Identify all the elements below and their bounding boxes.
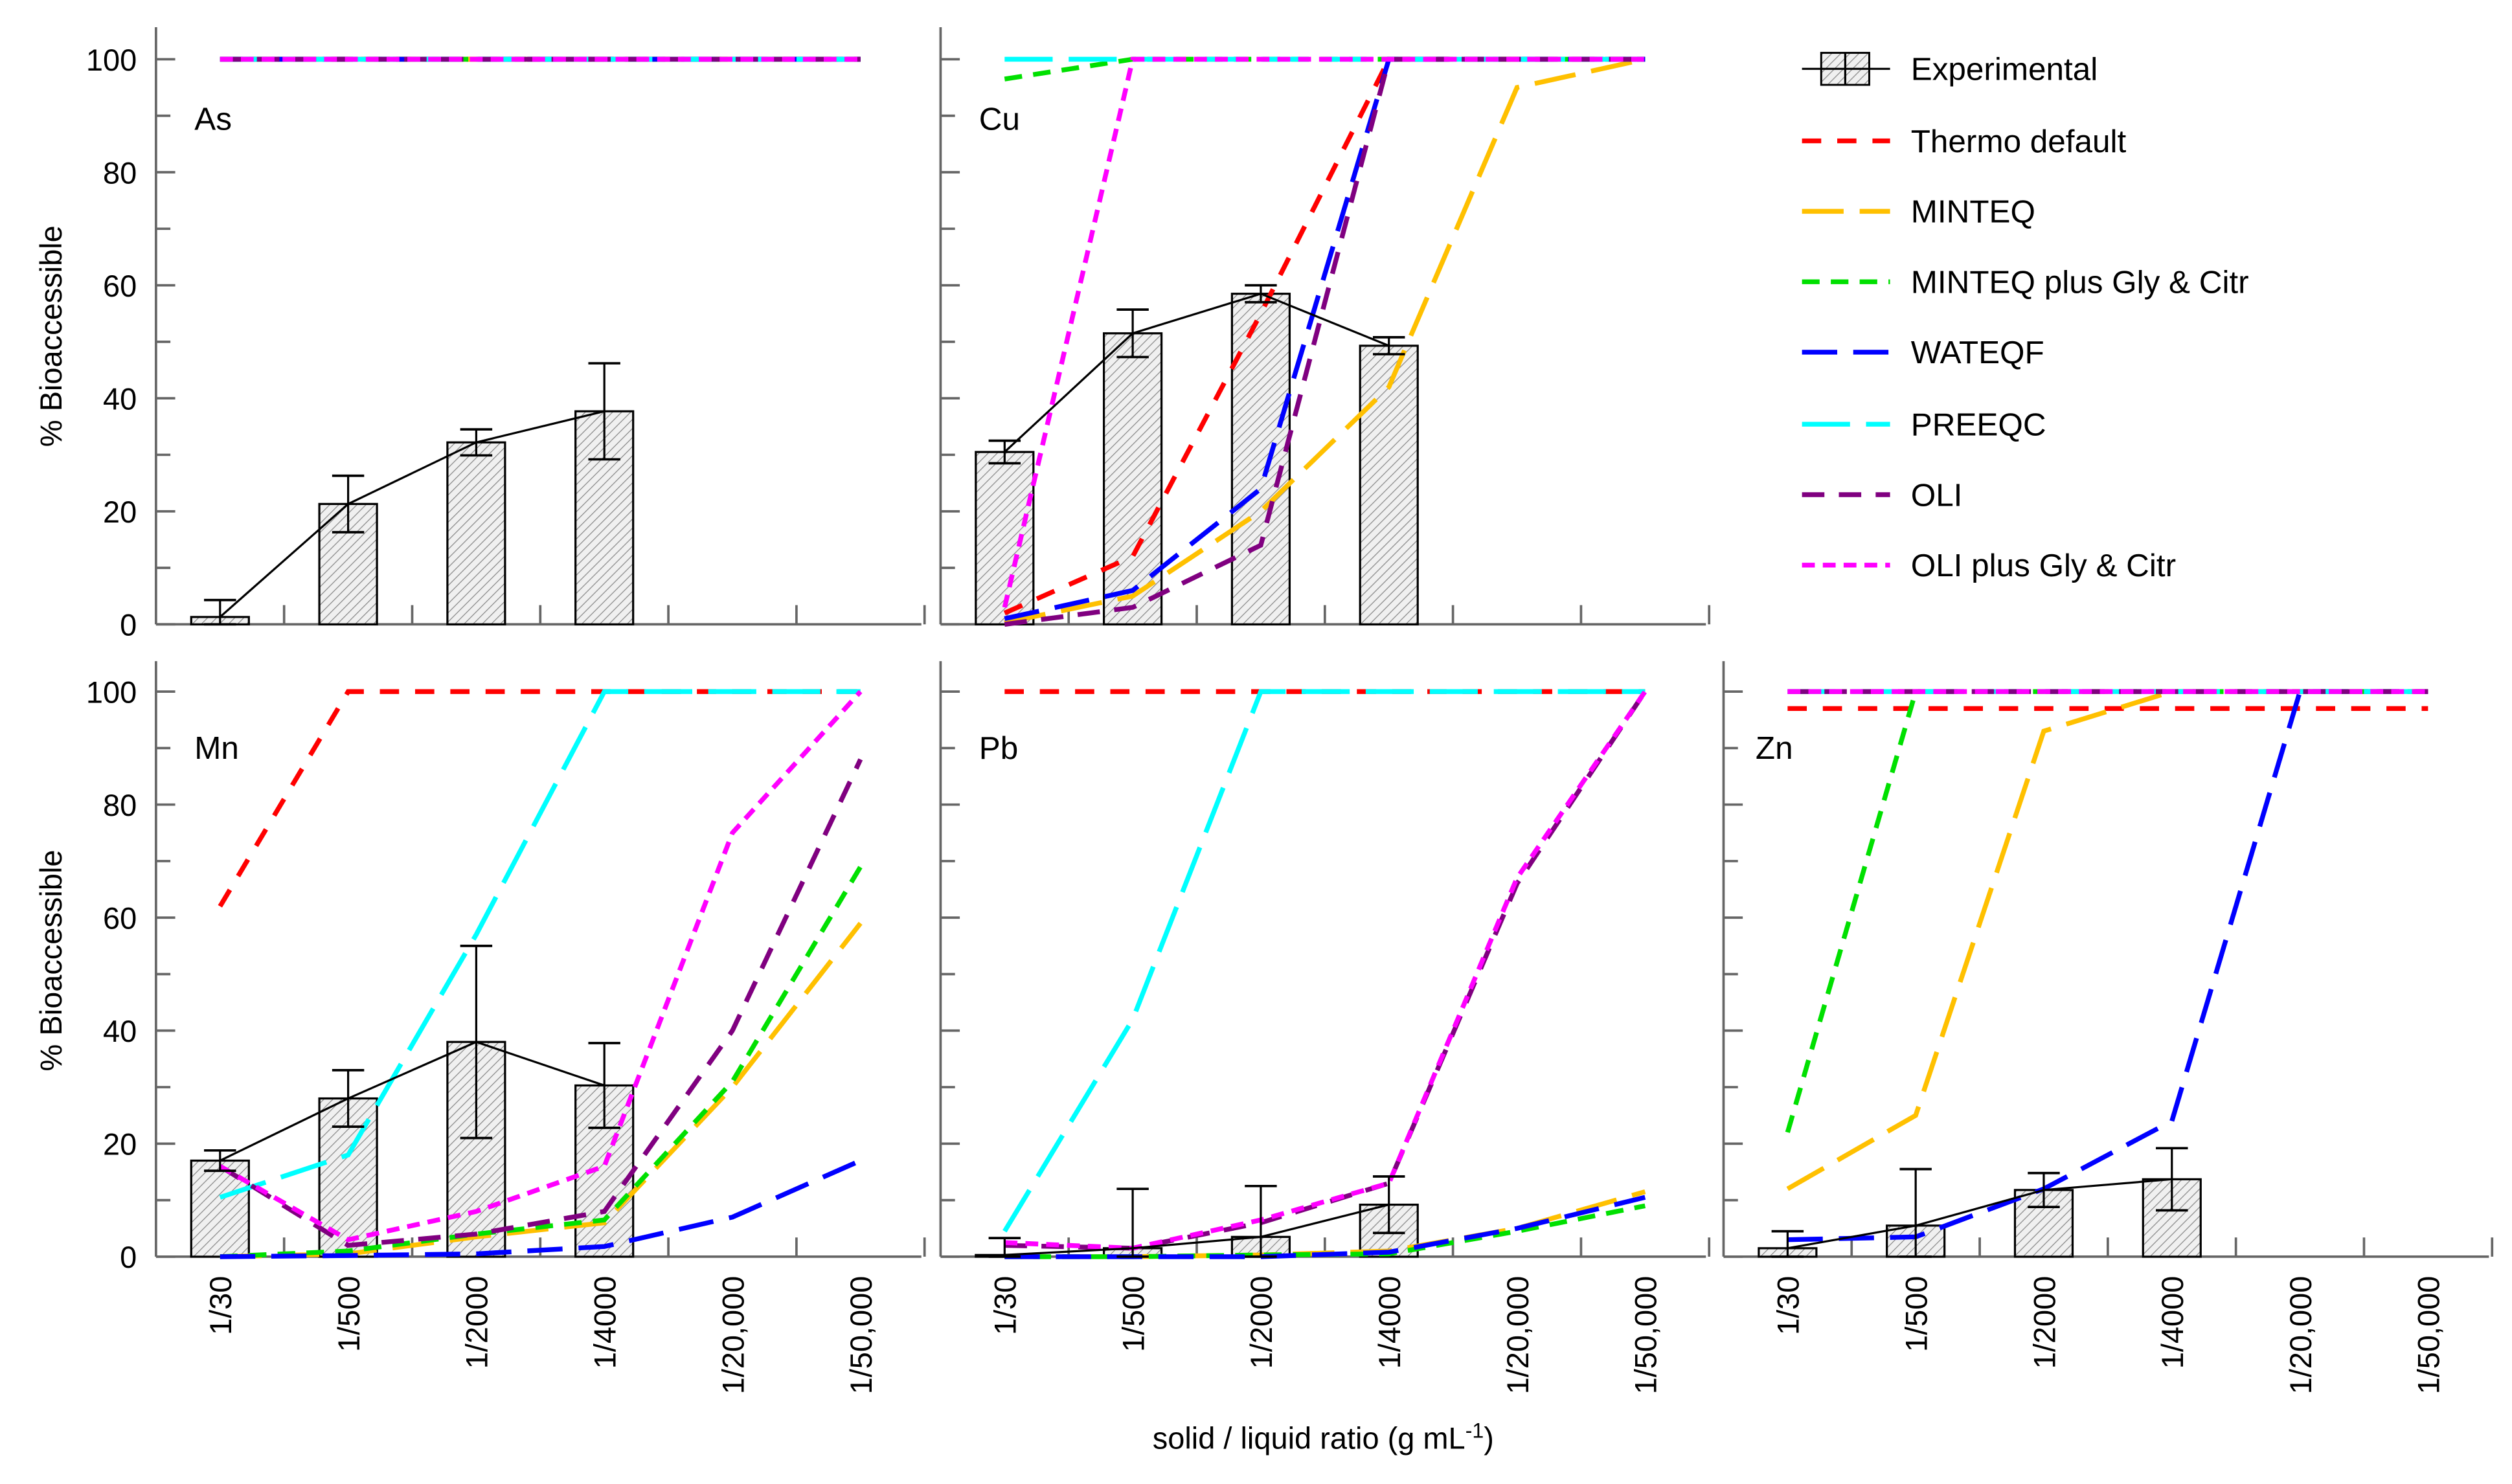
y-tick-label: 100 xyxy=(86,675,137,709)
x-tick-label: 1/2000 xyxy=(1244,1276,1278,1369)
series-line-minteq xyxy=(1004,56,1646,625)
x-tick-label: 1/50,000 xyxy=(844,1276,878,1395)
x-tick-label: 1/2000 xyxy=(460,1276,494,1369)
y-tick-label: 40 xyxy=(103,381,137,416)
experimental-line xyxy=(220,1040,605,1162)
panel-label: Cu xyxy=(979,101,1020,137)
x-tick-label: 1/20,000 xyxy=(2283,1276,2318,1395)
legend-label: Experimental xyxy=(1911,52,2098,87)
series-line-thermo xyxy=(1003,56,1646,616)
x-tick-label: 1/4000 xyxy=(588,1276,622,1369)
legend-item-oli_gc: OLI plus Gly & Citr xyxy=(1802,548,2176,583)
x-tick-label: 1/30 xyxy=(1771,1276,1805,1335)
panel-label: As xyxy=(194,101,232,137)
panel-cu: Cu xyxy=(939,27,1711,627)
panel-label: Pb xyxy=(979,730,1018,766)
legend-label: WATEQF xyxy=(1911,335,2044,370)
x-tick-label: 1/20,000 xyxy=(1500,1276,1535,1395)
y-tick-label: 40 xyxy=(103,1014,137,1048)
experimental-bar xyxy=(975,451,1035,625)
series-line-wateqf xyxy=(1004,1195,1646,1259)
y-tick-label: 60 xyxy=(103,901,137,936)
series-line-minteq xyxy=(220,921,863,1259)
experimental-line xyxy=(1004,292,1390,453)
y-tick-label: 80 xyxy=(103,155,137,190)
x-tick-label: 1/500 xyxy=(1116,1276,1150,1353)
x-tick-label: 1/30 xyxy=(203,1276,238,1335)
legend-label: MINTEQ xyxy=(1911,194,2035,230)
x-tick-label: 1/2000 xyxy=(2027,1276,2061,1369)
experimental-bar xyxy=(1230,293,1291,625)
x-axis-title: solid / liquid ratio (g mL-1) xyxy=(1153,1419,1494,1455)
experimental-line xyxy=(1004,1204,1390,1256)
panel-as: 0 20 40 60 80 100 As xyxy=(86,27,926,642)
series-line-wateqf xyxy=(220,1158,862,1259)
legend: Experimental Thermo default MINTEQ MINTEQ p… xyxy=(1802,52,2249,583)
y-axis-title: % Bioaccessible xyxy=(34,849,68,1071)
y-axis-title: % Bioaccessible xyxy=(34,225,68,447)
x-tick-label: 1/20,000 xyxy=(716,1276,750,1395)
panel-label: Zn xyxy=(1756,730,1793,766)
y-tick-label: 0 xyxy=(120,1240,137,1274)
series-line-preeqc xyxy=(219,689,861,1200)
series-line-minteq_gc xyxy=(1785,689,2428,1133)
legend-label: Thermo default xyxy=(1911,124,2127,159)
legend-item-minteq_gc: MINTEQ plus Gly & Citr xyxy=(1802,264,2249,300)
panel-label: Mn xyxy=(194,730,239,766)
y-tick-label: 80 xyxy=(103,788,137,822)
series-line-oli_gc xyxy=(218,690,863,1242)
series-line-oli_gc xyxy=(1002,56,1646,608)
y-tick-label: 0 xyxy=(120,608,137,642)
legend-item-minteq: MINTEQ xyxy=(1802,194,2035,230)
x-tick-label: 1/500 xyxy=(332,1276,366,1353)
legend-label: OLI xyxy=(1911,477,1963,513)
legend-item-oli: OLI xyxy=(1802,477,1963,513)
x-tick-label: 1/50,000 xyxy=(1629,1276,1663,1395)
series-line-oli xyxy=(1004,690,1647,1251)
series-line-oli_gc xyxy=(1004,690,1647,1251)
panel-mn: 0 20 40 60 80 100 1/30 1/500 1/2000 1/4000 1/20,00… xyxy=(86,661,926,1395)
legend-item-preeqc: PREEQC xyxy=(1802,407,2046,443)
experimental-bar xyxy=(446,441,506,625)
y-tick-label: 60 xyxy=(103,269,137,303)
y-tick-label: 20 xyxy=(103,495,137,529)
y-tick-label: 20 xyxy=(103,1127,137,1162)
x-tick-label: 1/4000 xyxy=(2155,1276,2190,1369)
legend-item-wateqf: WATEQF xyxy=(1802,335,2044,370)
legend-label: PREEQC xyxy=(1911,407,2046,443)
experimental-bar xyxy=(1359,344,1419,625)
series-line-minteq_gc xyxy=(220,865,863,1259)
legend-label: MINTEQ plus Gly & Citr xyxy=(1911,264,2249,300)
legend-item-thermo: Thermo default xyxy=(1802,124,2127,159)
series-line-wateqf xyxy=(1787,689,2428,1242)
panel-zn: 1/30 1/500 1/2000 1/4000 1/20,000 1/50,000 Zn xyxy=(1722,661,2494,1395)
series-line-wateqf xyxy=(1004,56,1646,622)
x-tick-label: 1/500 xyxy=(1899,1276,1933,1353)
series-line-minteq xyxy=(1786,689,2428,1191)
series-line-oli xyxy=(218,758,863,1248)
x-tick-label: 1/4000 xyxy=(1372,1276,1407,1369)
experimental-line xyxy=(219,410,605,618)
panel-pb: 1/30 1/500 1/2000 1/4000 1/20,000 1/50,000 Pb xyxy=(939,661,1711,1395)
series-line-oli xyxy=(1004,56,1646,627)
x-tick-label: 1/50,000 xyxy=(2412,1276,2446,1395)
x-tick-label: 1/30 xyxy=(988,1276,1023,1335)
y-tick-label: 100 xyxy=(86,43,137,77)
experimental-line xyxy=(1787,1178,2172,1250)
legend-item-experimental: Experimental xyxy=(1802,52,2098,87)
series-line-preeqc xyxy=(1002,689,1646,1233)
legend-label: OLI plus Gly & Citr xyxy=(1911,548,2176,583)
experimental-bar xyxy=(190,1159,250,1258)
series-line-minteq_gc xyxy=(1004,56,1646,82)
